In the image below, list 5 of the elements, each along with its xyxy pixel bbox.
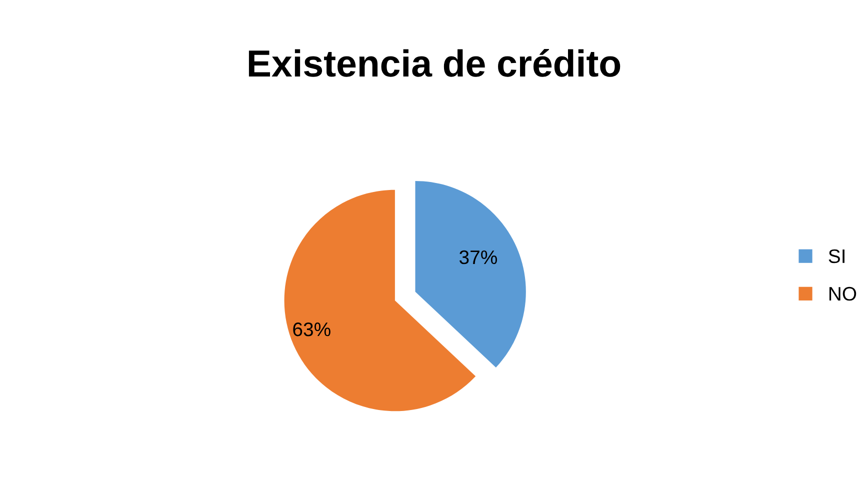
legend-label: NO <box>829 286 856 301</box>
chart-title: Existencia de crédito <box>248 48 620 77</box>
data-label: 37% <box>460 250 497 264</box>
data-label: 63% <box>293 322 330 336</box>
legend-label: SI <box>828 249 844 264</box>
